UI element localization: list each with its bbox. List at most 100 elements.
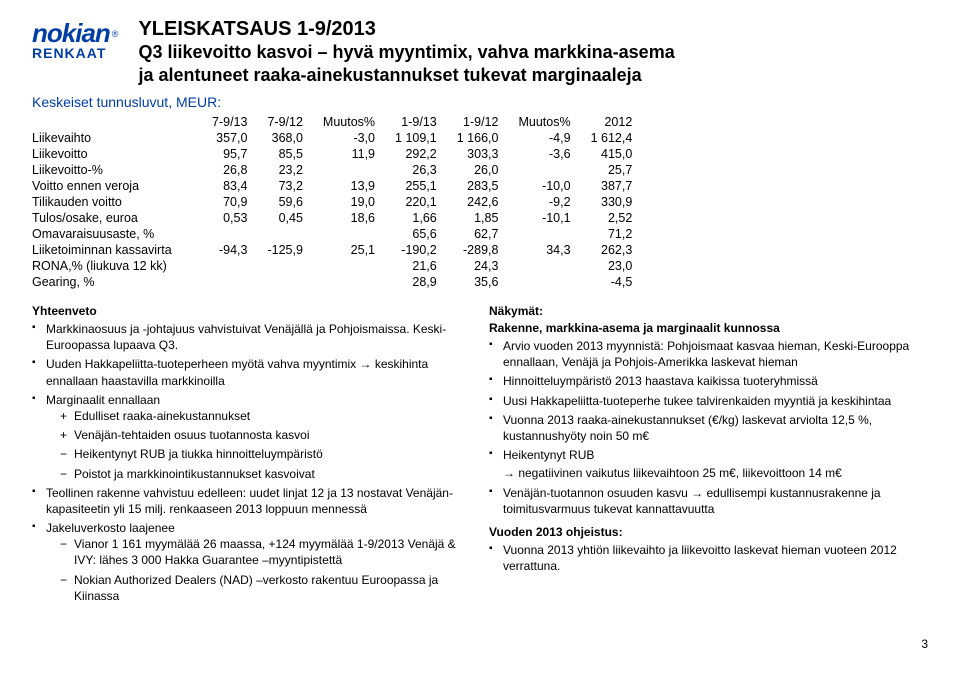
- table-header: 7-9/13: [202, 114, 257, 130]
- row-label: Liikevoitto-%: [32, 162, 202, 178]
- row-label: RONA,% (liukuva 12 kk): [32, 258, 202, 274]
- cell: [202, 258, 257, 274]
- right-title1b: Rakenne, markkina-asema ja marginaalit k…: [489, 321, 928, 335]
- cell: [313, 274, 385, 290]
- table-header: 1-9/12: [447, 114, 509, 130]
- cell: 242,6: [447, 194, 509, 210]
- list-item: Poistot ja markkinointikustannukset kasv…: [60, 466, 471, 482]
- table-header: 7-9/12: [257, 114, 312, 130]
- table-row: RONA,% (liukuva 12 kk) 21,624,3 23,0: [32, 258, 642, 274]
- table-header: 2012: [581, 114, 643, 130]
- cell: 303,3: [447, 146, 509, 162]
- list-item: Hinnoitteluympäristö 2013 haastava kaiki…: [489, 373, 928, 389]
- cell: 26,0: [447, 162, 509, 178]
- table-row: Liiketoiminnan kassavirta-94,3-125,925,1…: [32, 242, 642, 258]
- cell: 71,2: [581, 226, 643, 242]
- row-label: Liiketoiminnan kassavirta: [32, 242, 202, 258]
- cell: 387,7: [581, 178, 643, 194]
- cell: [508, 226, 580, 242]
- list-item: Teollinen rakenne vahvistuu edelleen: uu…: [32, 485, 471, 517]
- list-item: Uuden Hakkapeliitta-tuoteperheen myötä v…: [32, 356, 471, 388]
- cell: -289,8: [447, 242, 509, 258]
- table-row: Voitto ennen veroja83,473,213,9255,1283,…: [32, 178, 642, 194]
- financial-table: 7-9/137-9/12Muutos%1-9/131-9/12Muutos%20…: [32, 114, 642, 290]
- row-label: Liikevaihto: [32, 130, 202, 146]
- cell: 292,2: [385, 146, 447, 162]
- row-label: Tilikauden voitto: [32, 194, 202, 210]
- heading-line1: YLEISKATSAUS 1-9/2013: [138, 18, 928, 41]
- cell: 19,0: [313, 194, 385, 210]
- cell: 368,0: [257, 130, 312, 146]
- left-title: Yhteenveto: [32, 304, 471, 318]
- rub-sub: → negatiivinen vaikutus liikevaihtoon 25…: [503, 465, 928, 481]
- logo: nokian ® RENKAAT: [32, 18, 118, 61]
- cell: -9,2: [508, 194, 580, 210]
- cell: 1 166,0: [447, 130, 509, 146]
- cell: 95,7: [202, 146, 257, 162]
- cell: 2,52: [581, 210, 643, 226]
- page-number: 3: [921, 637, 928, 651]
- cell: 18,6: [313, 210, 385, 226]
- list-item: Arvio vuoden 2013 myynnistä: Pohjoismaat…: [489, 338, 928, 370]
- list-item: Vianor 1 161 myymälää 26 maassa, +124 my…: [60, 536, 471, 568]
- cell: [508, 258, 580, 274]
- right-title1: Näkymät:: [489, 304, 928, 318]
- row-label: Liikevoitto: [32, 146, 202, 162]
- list-item: Heikentynyt RUB→ negatiivinen vaikutus l…: [489, 447, 928, 481]
- cell: 26,8: [202, 162, 257, 178]
- cell: [313, 258, 385, 274]
- cell: 255,1: [385, 178, 447, 194]
- table-row: Liikevaihto357,0368,0-3,01 109,11 166,0-…: [32, 130, 642, 146]
- row-label: Omavaraisuusaste, %: [32, 226, 202, 242]
- cell: [257, 274, 312, 290]
- right-column: Näkymät: Rakenne, markkina-asema ja marg…: [489, 304, 928, 612]
- cell: 13,9: [313, 178, 385, 194]
- list-item: Vuonna 2013 yhtiön liikevaihto ja liikev…: [489, 542, 928, 574]
- list-item: Nokian Authorized Dealers (NAD) –verkost…: [60, 572, 471, 604]
- cell: -4,5: [581, 274, 643, 290]
- sub-header: Keskeiset tunnusluvut, MEUR:: [32, 94, 928, 110]
- cell: -3,6: [508, 146, 580, 162]
- cell: 1,66: [385, 210, 447, 226]
- cell: 357,0: [202, 130, 257, 146]
- list-item: Venäjän-tuotannon osuuden kasvu → edulli…: [489, 485, 928, 517]
- cell: 85,5: [257, 146, 312, 162]
- cell: [313, 226, 385, 242]
- left-column: Yhteenveto Markkinaosuus ja -johtajuus v…: [32, 304, 471, 612]
- row-label: Voitto ennen veroja: [32, 178, 202, 194]
- table-header: Muutos%: [313, 114, 385, 130]
- cell: 24,3: [447, 258, 509, 274]
- list-item: Markkinaosuus ja -johtajuus vahvistuivat…: [32, 321, 471, 353]
- cell: 65,6: [385, 226, 447, 242]
- cell: 1,85: [447, 210, 509, 226]
- cell: 23,0: [581, 258, 643, 274]
- cell: 330,9: [581, 194, 643, 210]
- cell: [257, 258, 312, 274]
- cell: -125,9: [257, 242, 312, 258]
- table-row: Liikevoitto95,785,511,9292,2303,3-3,6415…: [32, 146, 642, 162]
- right-title2: Vuoden 2013 ohjeistus:: [489, 525, 928, 539]
- list-item: Marginaalit ennallaanEdulliset raaka-ain…: [32, 392, 471, 482]
- cell: 59,6: [257, 194, 312, 210]
- cell: 25,7: [581, 162, 643, 178]
- cell: 23,2: [257, 162, 312, 178]
- heading-line2b: ja alentuneet raaka-ainekustannukset tuk…: [138, 64, 928, 87]
- cell: -94,3: [202, 242, 257, 258]
- cell: 35,6: [447, 274, 509, 290]
- list-item: Venäjän-tehtaiden osuus tuotannosta kasv…: [60, 427, 471, 443]
- cell: -10,0: [508, 178, 580, 194]
- cell: 73,2: [257, 178, 312, 194]
- cell: 70,9: [202, 194, 257, 210]
- cell: 220,1: [385, 194, 447, 210]
- table-header: 1-9/13: [385, 114, 447, 130]
- table-header: Muutos%: [508, 114, 580, 130]
- cell: 11,9: [313, 146, 385, 162]
- list-item: Vuonna 2013 raaka-ainekustannukset (€/kg…: [489, 412, 928, 444]
- cell: 62,7: [447, 226, 509, 242]
- cell: 21,6: [385, 258, 447, 274]
- table-row: Omavaraisuusaste, % 65,662,7 71,2: [32, 226, 642, 242]
- table-row: Tulos/osake, euroa0,530,4518,61,661,85-1…: [32, 210, 642, 226]
- cell: -3,0: [313, 130, 385, 146]
- cell: 0,53: [202, 210, 257, 226]
- cell: [313, 162, 385, 178]
